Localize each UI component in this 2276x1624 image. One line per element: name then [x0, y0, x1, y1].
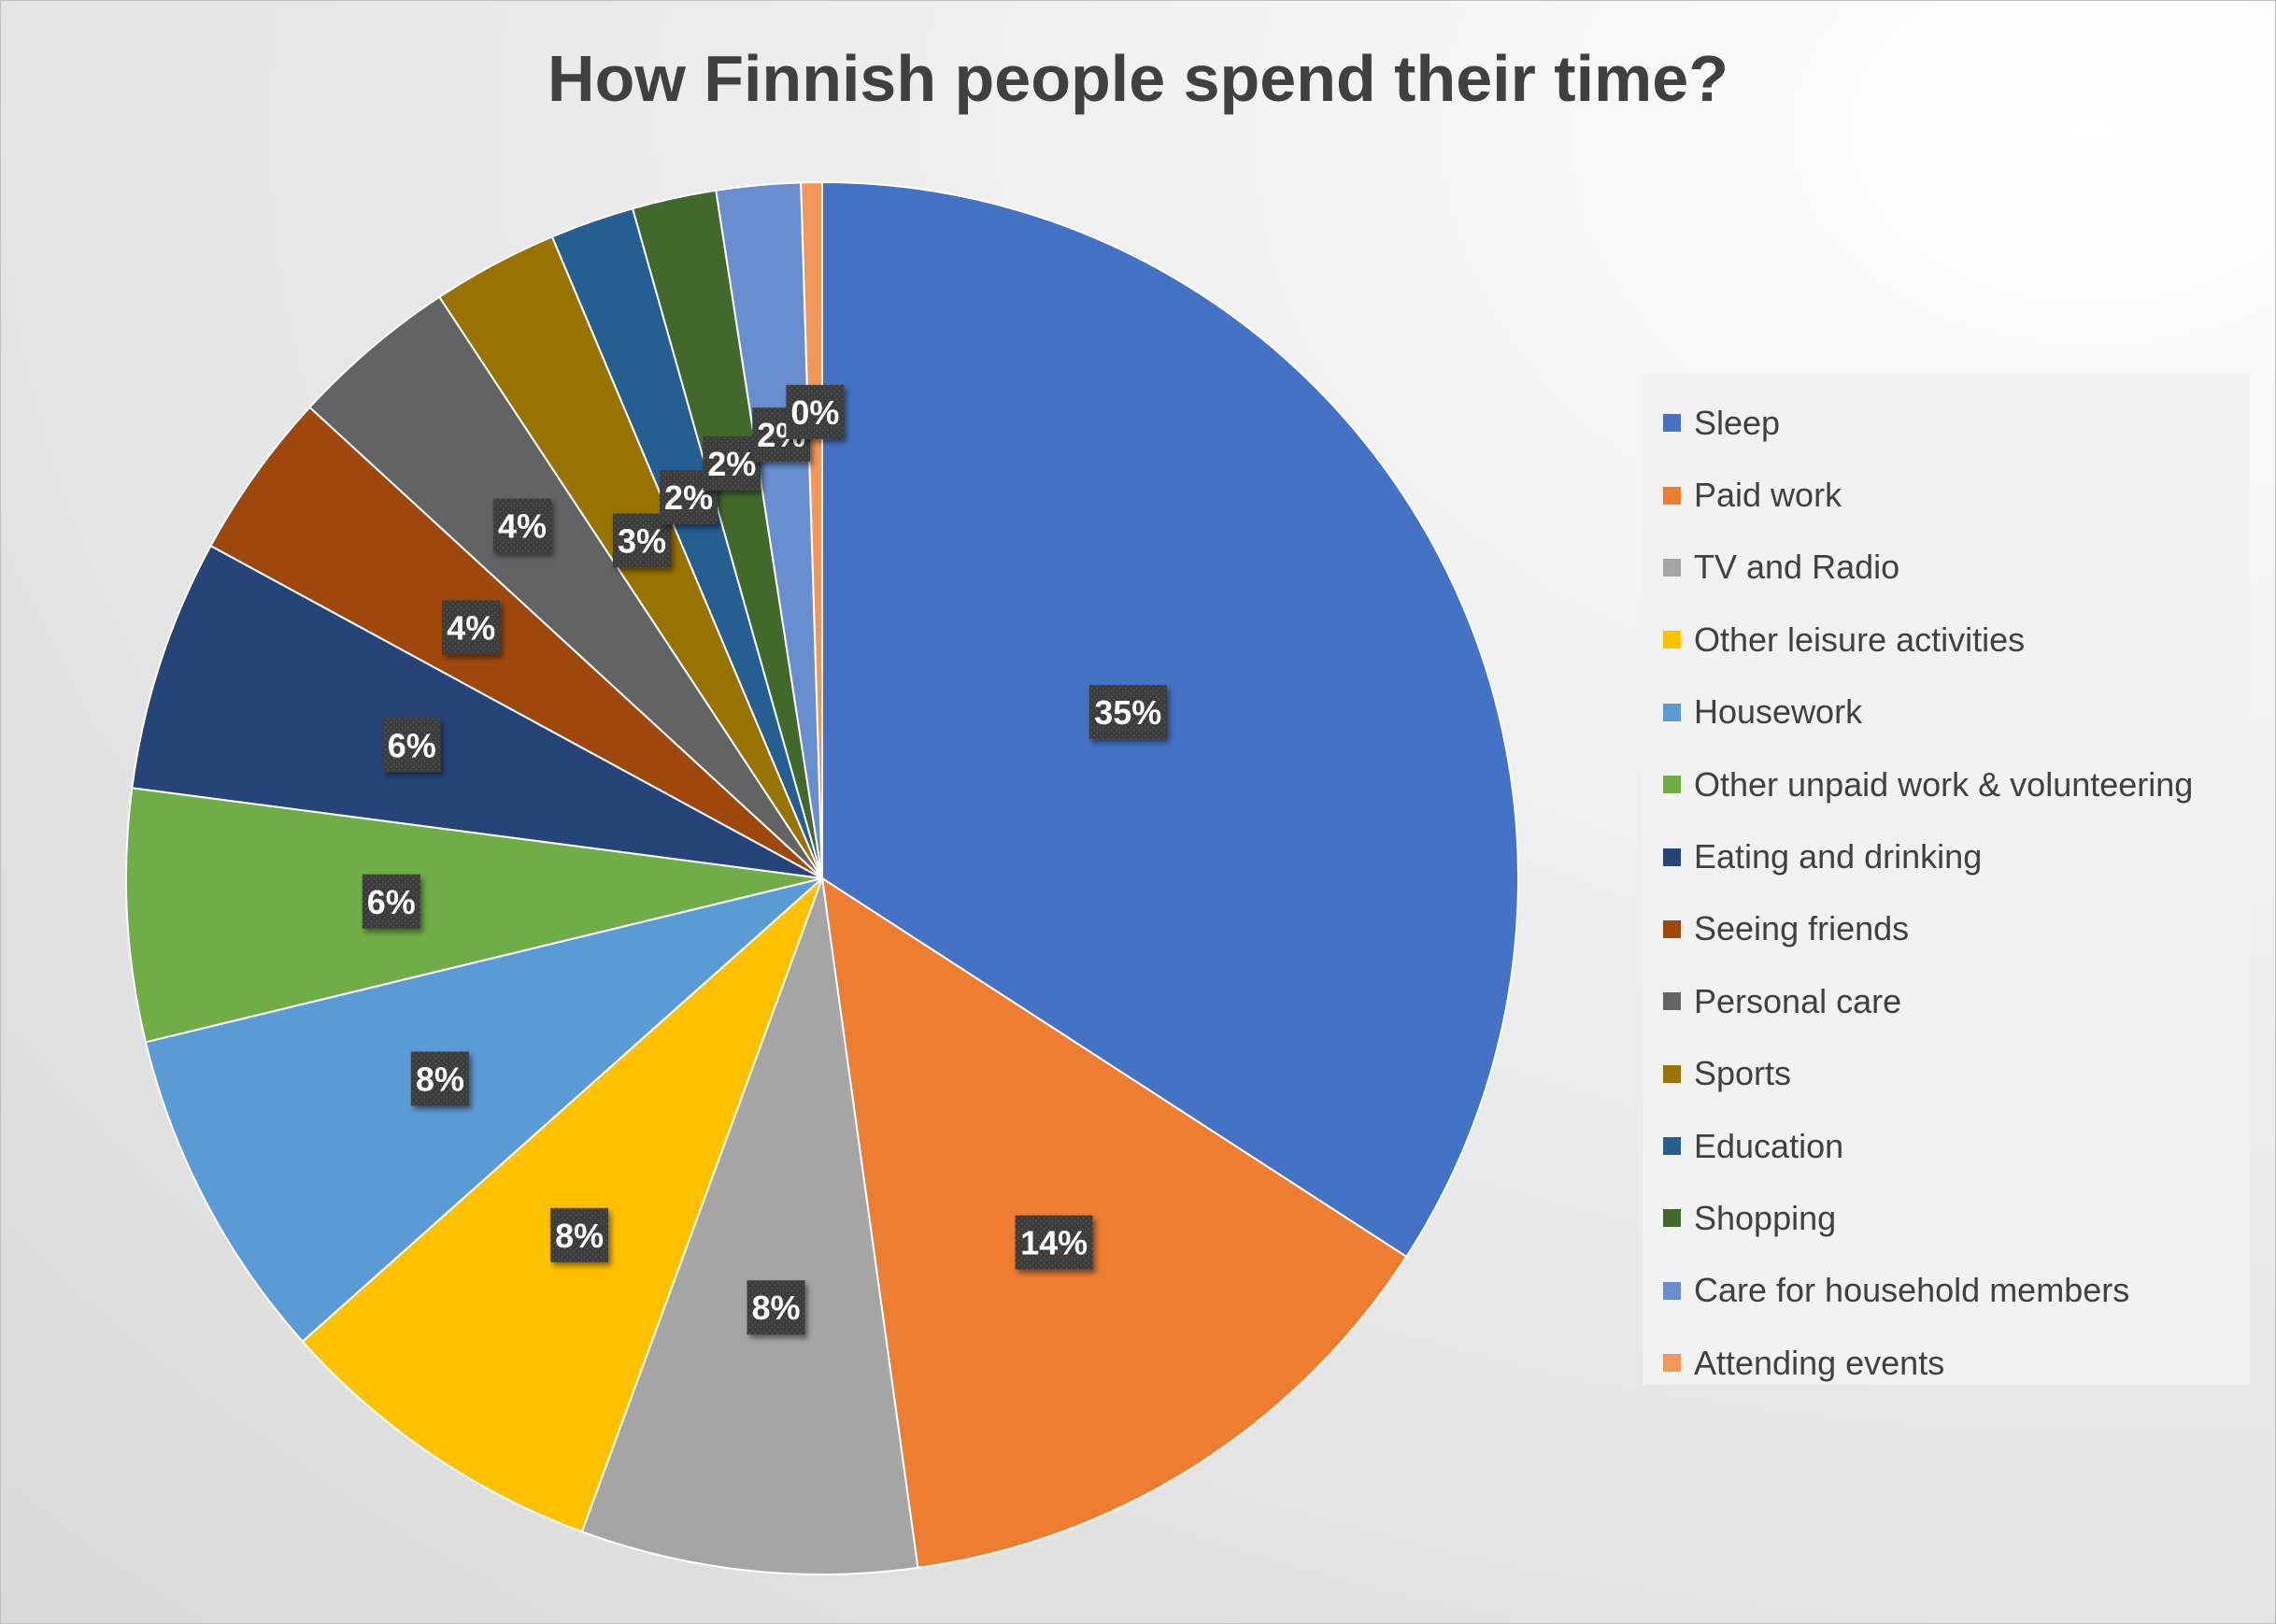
data-label: 2% — [703, 435, 761, 491]
legend-swatch — [1663, 486, 1681, 505]
legend-item: Eating and drinking — [1643, 820, 2250, 892]
data-label: 8% — [410, 1051, 469, 1106]
legend-label: Attending events — [1694, 1343, 1945, 1382]
legend-swatch — [1663, 631, 1681, 649]
pie-slice-other-leisure-activities — [301, 877, 823, 1533]
legend-item: Sleep — [1643, 387, 2250, 459]
data-label: 6% — [362, 874, 420, 929]
legend-swatch — [1663, 1281, 1681, 1300]
legend-label: Eating and drinking — [1694, 837, 1983, 876]
pie-slice-sleep — [821, 180, 1520, 1259]
legend-item: Personal care — [1643, 965, 2250, 1037]
legend-item: Other leisure activities — [1643, 604, 2250, 676]
data-label: 0% — [786, 384, 845, 439]
legend-swatch — [1663, 703, 1681, 721]
legend-label: Shopping — [1694, 1198, 1837, 1237]
data-label-text: 8% — [752, 1289, 801, 1327]
pie-slice-attending-events — [800, 180, 823, 879]
data-label: 8% — [747, 1280, 805, 1335]
legend-item: Shopping — [1643, 1182, 2250, 1254]
legend-swatch — [1663, 1064, 1681, 1083]
legend-item: Seeing friends — [1643, 893, 2250, 965]
data-label-text: 4% — [498, 507, 547, 546]
chart-title: How Finnish people spend their time? — [548, 42, 1728, 115]
data-label: 35% — [1088, 685, 1167, 740]
legend-swatch — [1663, 776, 1681, 794]
legend-label: TV and Radio — [1694, 548, 1900, 587]
pie-slice-eating-and-drinking — [131, 544, 823, 879]
legend-item: Other unpaid work & volunteering — [1643, 748, 2250, 820]
data-label-text: 35% — [1094, 693, 1161, 732]
pie-slice-other-unpaid-work-volunteering — [125, 787, 823, 1044]
legend-swatch — [1663, 1137, 1681, 1156]
data-label-text: 4% — [447, 608, 495, 647]
legend-label: Seeing friends — [1694, 909, 1910, 948]
legend-swatch — [1663, 1354, 1681, 1373]
legend-swatch — [1663, 414, 1681, 433]
legend-label: Paid work — [1694, 476, 1842, 515]
legend-label: Other leisure activities — [1694, 620, 2026, 659]
legend-label: Housework — [1694, 692, 1863, 732]
data-label-text: 2% — [707, 445, 756, 483]
legend-label: Other unpaid work & volunteering — [1694, 764, 2194, 804]
legend-swatch — [1663, 558, 1681, 577]
legend-label: Personal care — [1694, 981, 1902, 1020]
pie-slice-personal-care — [308, 295, 823, 879]
legend-item: Paid work — [1643, 459, 2250, 531]
legend-item: Education — [1643, 1110, 2250, 1182]
data-label: 14% — [1015, 1215, 1093, 1270]
data-label-text: 6% — [367, 883, 416, 921]
data-label-text: 8% — [416, 1060, 464, 1098]
data-label: 4% — [492, 498, 551, 553]
data-label: 3% — [613, 513, 672, 568]
data-label-text: 14% — [1020, 1224, 1088, 1262]
data-label-text: 3% — [618, 522, 666, 561]
pie-slice-paid-work — [820, 876, 1408, 1570]
legend-label: Care for household members — [1694, 1271, 2130, 1310]
data-label-text: 0% — [790, 393, 839, 432]
legend-label: Education — [1694, 1126, 1844, 1165]
legend-swatch — [1663, 919, 1681, 938]
data-label: 4% — [442, 600, 501, 655]
legend-item: TV and Radio — [1643, 532, 2250, 604]
data-label: 6% — [382, 718, 441, 773]
legend-swatch — [1663, 848, 1681, 866]
data-label-text: 6% — [388, 726, 436, 764]
legend-item: Sports — [1643, 1038, 2250, 1110]
pie-slice-housework — [144, 877, 823, 1344]
legend-label: Sleep — [1694, 403, 1781, 442]
pie-slice-tv-and-radio — [580, 877, 919, 1575]
legend-item: Attending events — [1643, 1327, 2250, 1399]
legend-item: Care for household members — [1643, 1255, 2250, 1327]
pie-slice-seeing-friends — [209, 406, 823, 879]
chart-legend: Sleep Paid work TV and Radio Other leisure … — [1643, 374, 2250, 1385]
legend-swatch — [1663, 1209, 1681, 1228]
data-label: 8% — [550, 1207, 609, 1262]
data-label-text: 8% — [555, 1217, 604, 1255]
legend-label: Sports — [1694, 1054, 1792, 1093]
legend-item: Housework — [1643, 677, 2250, 748]
legend-swatch — [1663, 992, 1681, 1011]
